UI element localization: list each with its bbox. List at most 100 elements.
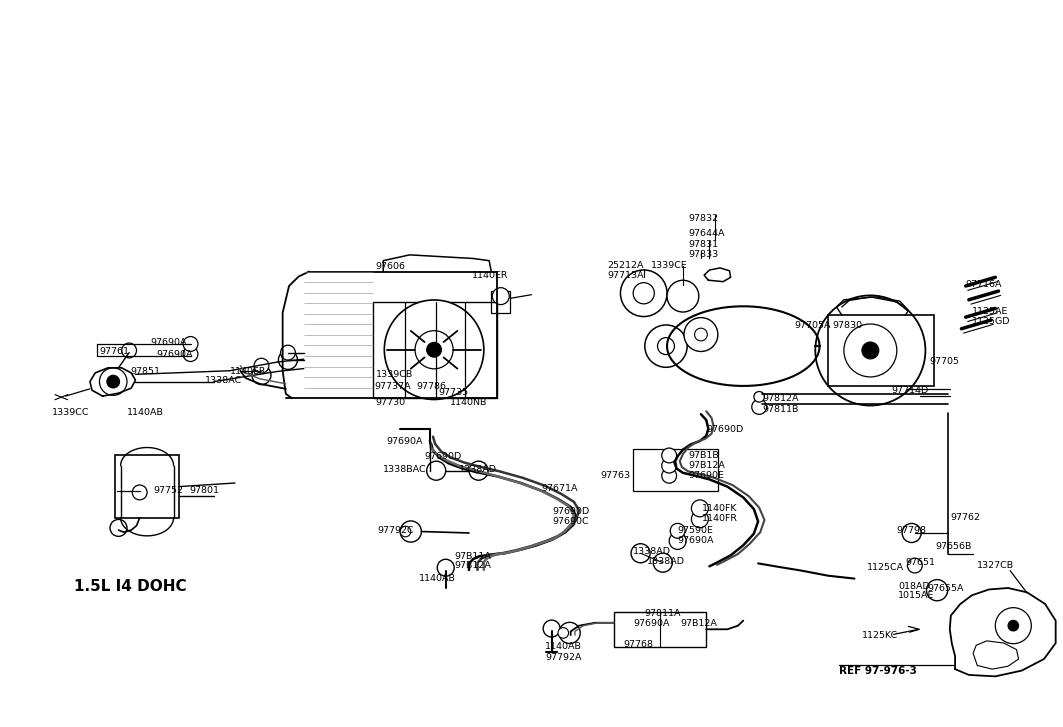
Text: 97735: 97735 [438,388,469,397]
Text: 1338AD: 1338AD [647,558,685,566]
Circle shape [634,283,655,304]
Text: 1338AC: 1338AC [205,377,242,385]
Text: 97590E: 97590E [677,526,713,535]
Text: 97B12A: 97B12A [688,461,725,470]
Circle shape [400,526,410,537]
Text: 97B1B: 97B1B [688,451,719,460]
Text: 97831: 97831 [688,239,719,249]
Circle shape [100,368,126,395]
Text: 97690C: 97690C [553,517,589,526]
Circle shape [754,392,764,402]
Text: 97651: 97651 [906,558,935,567]
Circle shape [862,342,879,359]
Circle shape [908,558,923,573]
Text: 97690A: 97690A [634,619,670,628]
Text: REF 97-976-3: REF 97-976-3 [839,666,916,675]
Text: 1125GD: 1125GD [972,317,1011,326]
Circle shape [927,579,947,601]
Text: 97B11A: 97B11A [454,552,491,561]
Text: 97812A: 97812A [762,395,799,403]
Circle shape [1008,620,1018,631]
Text: 1125KC: 1125KC [862,631,898,640]
Circle shape [752,400,766,414]
Circle shape [111,519,126,537]
Text: 97811A: 97811A [645,608,681,618]
Text: 97690D: 97690D [706,425,743,434]
Text: 1140ER: 1140ER [230,367,266,376]
Text: 97798: 97798 [897,526,927,535]
Circle shape [400,521,421,542]
Text: 97716A: 97716A [965,280,1002,289]
Circle shape [492,288,509,305]
Text: 97713A: 97713A [608,271,644,281]
Circle shape [385,300,484,400]
Text: 97811B: 97811B [762,405,798,414]
Text: 1125CA: 1125CA [867,563,905,571]
Text: 97690D: 97690D [553,507,590,515]
Text: 1140FR: 1140FR [702,514,738,523]
Text: 97B12A: 97B12A [454,561,491,570]
Text: 1140FK: 1140FK [702,504,738,513]
Circle shape [662,448,676,463]
Text: 1339CB: 1339CB [376,370,414,379]
Text: 1140AB: 1140AB [419,574,456,583]
Bar [373,302,496,398]
Text: 97762: 97762 [950,513,981,521]
Text: 1140AB: 1140AB [126,408,164,417]
Text: 97768: 97768 [624,640,654,649]
Text: 97690D: 97690D [424,452,461,462]
Circle shape [558,627,569,638]
Text: 018AD: 018AD [898,582,930,591]
Circle shape [684,318,718,351]
Text: 97690E: 97690E [688,471,724,481]
Circle shape [844,324,897,377]
Text: 97833: 97833 [688,249,719,259]
Text: 1338BAC: 1338BAC [384,465,427,475]
Circle shape [121,343,136,358]
Bar [491,291,510,313]
Circle shape [254,358,269,373]
Text: 25212A: 25212A [608,261,644,270]
Circle shape [654,553,672,572]
Text: 1125AE: 1125AE [972,307,1009,316]
Text: 97786: 97786 [416,382,446,391]
Circle shape [183,337,198,351]
Text: 97656B: 97656B [935,542,972,550]
Circle shape [645,325,687,367]
Text: 1.5L I4 DOHC: 1.5L I4 DOHC [74,579,187,594]
Text: 1140ER: 1140ER [472,270,509,280]
Text: 97851: 97851 [130,367,161,376]
Circle shape [132,485,147,500]
Text: 97690A: 97690A [156,350,193,358]
Bar [614,612,706,647]
Circle shape [621,270,668,316]
Text: 97690A: 97690A [387,437,423,446]
Text: 97792A: 97792A [545,653,581,662]
Circle shape [469,461,488,481]
Bar [828,315,934,386]
Bar [116,456,179,518]
Circle shape [662,468,676,483]
Text: 1339CC: 1339CC [52,408,89,417]
Circle shape [543,620,560,637]
Text: 97705A: 97705A [794,321,830,330]
Circle shape [662,458,676,473]
Text: 97671A: 97671A [541,483,577,493]
Text: 97690A: 97690A [150,338,187,347]
Circle shape [631,544,651,563]
Text: 97714D: 97714D [892,386,929,395]
Text: 97644A: 97644A [688,229,725,238]
Text: 97705: 97705 [930,357,960,366]
Circle shape [252,366,271,385]
Text: 97761: 97761 [100,347,130,356]
Text: 97830: 97830 [832,321,862,330]
Text: 97690A: 97690A [677,537,714,545]
Circle shape [658,337,674,355]
Text: 1140NB: 1140NB [450,398,487,407]
Text: 97832: 97832 [688,214,719,223]
Text: 1140AB: 1140AB [545,642,583,651]
Circle shape [107,375,119,388]
Circle shape [670,523,685,538]
Text: 1338AD: 1338AD [634,547,671,555]
Text: 97B12A: 97B12A [680,619,718,628]
